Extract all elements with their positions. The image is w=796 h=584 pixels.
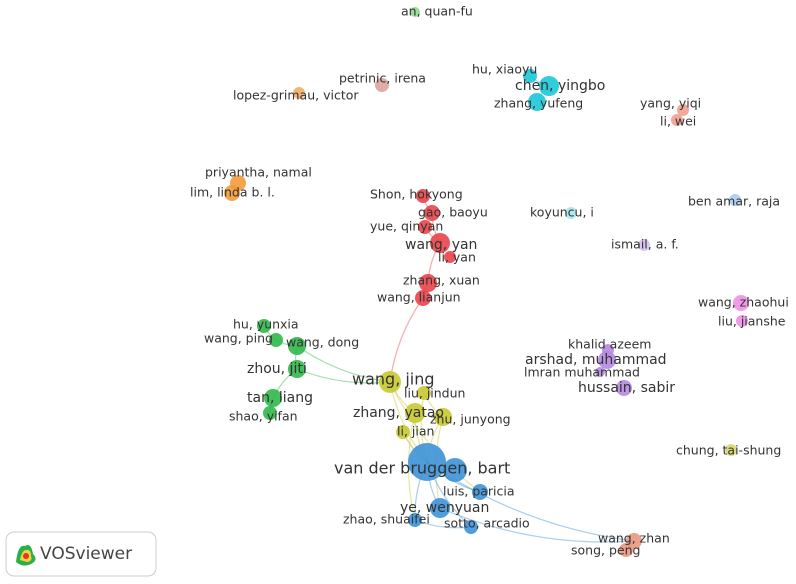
node (288, 360, 306, 378)
node (417, 386, 431, 400)
node (444, 251, 456, 263)
node (257, 319, 271, 333)
node-label: tan, liang (247, 390, 313, 406)
node-label: lmran muhammad (524, 365, 640, 380)
node (269, 333, 283, 347)
node-label: shao, yifan (229, 409, 298, 424)
node (598, 351, 616, 369)
node (523, 69, 537, 83)
node-label: song, peng (571, 543, 640, 558)
node-label: koyuncu, i (530, 205, 594, 220)
node-label: chung, tai-shung (676, 443, 781, 458)
node (410, 7, 420, 17)
node-label: sotto, arcadio (444, 516, 530, 531)
node (443, 458, 467, 482)
node (616, 380, 632, 396)
node (736, 315, 748, 327)
node (288, 337, 306, 355)
node-label: zhao, shuaifei (343, 512, 430, 527)
node (418, 220, 432, 234)
node-label: lim, linda b. l. (190, 185, 275, 200)
node-label: wang, zhan (598, 531, 670, 546)
node-label: khalid azeem (568, 337, 651, 352)
node-label: arshad, muhammad (525, 352, 667, 368)
node (595, 367, 605, 377)
node-label: li, yan (438, 250, 476, 265)
node-label: ben amar, raja (688, 194, 780, 209)
node-label: zhang, xuan (403, 273, 480, 288)
node (408, 443, 446, 481)
node-label: hu, yunxia (233, 317, 299, 332)
node-label: yue, qinyan (370, 219, 443, 234)
node (671, 114, 683, 126)
logo: VOSviewer (5, 531, 157, 577)
node (419, 274, 437, 292)
node-label: yang, yiqi (640, 96, 701, 111)
node-label: an, quan-fu (401, 4, 473, 19)
logo-icon (23, 553, 29, 559)
node-label: zhang, yatao (353, 405, 444, 421)
node-label: wang, ping (204, 331, 273, 346)
node-label: van der bruggen, bart (334, 459, 510, 478)
node-label: wang, zhaohui (698, 295, 789, 310)
node (408, 513, 422, 527)
node-label: zhang, yufeng (494, 96, 583, 111)
logo-box (5, 531, 157, 577)
node-label: wang, dong (286, 335, 359, 350)
node (565, 207, 577, 219)
node (539, 76, 559, 96)
node (430, 233, 450, 253)
node (375, 78, 389, 92)
node-label: wang, jing (352, 370, 435, 389)
node (396, 425, 410, 439)
node-label: li, wei (660, 114, 696, 129)
node (729, 194, 741, 206)
node-label: hussain, sabir (578, 380, 675, 396)
node (424, 205, 440, 221)
node (472, 484, 488, 500)
node-label: luis, paricia (443, 484, 515, 499)
node-label: chen, yingbo (515, 78, 605, 94)
node (415, 290, 431, 306)
node-label: wang, yan (405, 237, 477, 253)
node (528, 93, 546, 111)
node-label: li, jian (397, 424, 434, 439)
node-label: Shon, hokyong (370, 187, 463, 202)
node (293, 87, 305, 99)
node-label: gao, baoyu (418, 205, 488, 220)
node (434, 408, 452, 426)
node (619, 543, 633, 557)
edge (439, 507, 635, 543)
node-label: hu, xiaoyu (472, 62, 537, 77)
node (430, 498, 450, 518)
node-label: petrinic, irena (339, 71, 426, 86)
node-label: liu, jianshe (718, 314, 786, 329)
node (224, 185, 240, 201)
node (416, 189, 430, 203)
node-label: lopez-grimau, victor (233, 88, 359, 103)
node-label: liu, jindun (404, 386, 465, 401)
node (638, 239, 650, 251)
node (405, 403, 425, 423)
nodes (224, 7, 749, 557)
logo-text: VOSviewer (40, 544, 132, 564)
node (379, 371, 401, 393)
node (464, 520, 478, 534)
node-label: wang, lianjun (377, 290, 461, 305)
node-label: ye, wenyuan (400, 500, 489, 516)
node (264, 389, 282, 407)
node-label: priyantha, namal (205, 165, 312, 180)
node (677, 104, 689, 116)
node-label: zhu, junyong (430, 412, 511, 427)
node (263, 406, 277, 420)
node (725, 444, 737, 456)
node (733, 295, 749, 311)
edge (389, 381, 481, 493)
node-label: ismail, a. f. (611, 237, 679, 252)
labels: an, quan-fu petrinic, irena lopez-grimau, … (190, 4, 789, 558)
node-label: zhou, jiti (247, 361, 307, 377)
